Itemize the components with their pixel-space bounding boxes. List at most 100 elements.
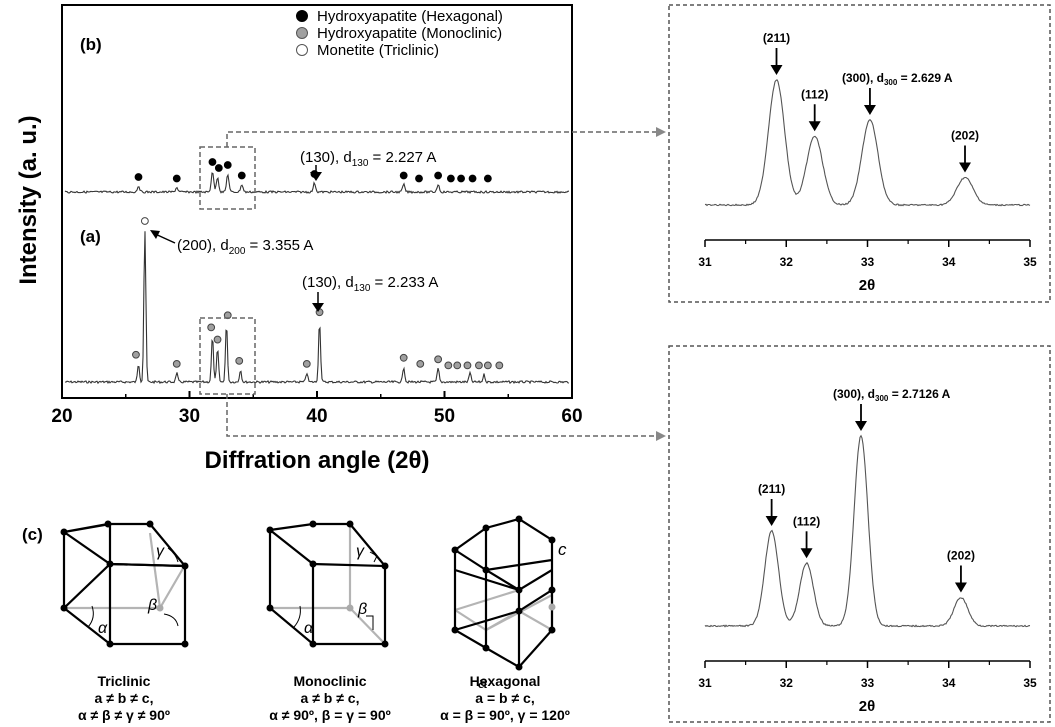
svg-text:α ≠ β ≠ γ ≠ 90º: α ≠ β ≠ γ ≠ 90º [78,707,170,723]
peak-marker [475,361,483,370]
peak-marker [223,161,232,169]
legend-entry: Hydroxyapatite (Monoclinic) [317,25,502,42]
series-a-line [64,231,570,385]
peak-marker [446,174,455,183]
peak-marker [495,361,504,370]
peak-marker [207,323,216,332]
zoom-b-x-axis: 31 32 33 34 35 [698,240,1037,269]
svg-text:β: β [357,601,367,618]
svg-text:γ: γ [356,543,365,560]
zoom-panel-b-frame [668,4,1051,303]
peak-marker [468,174,477,183]
svg-text:β: β [147,597,157,614]
annotation-a-200: (200), d200 = 3.355 A [150,230,313,257]
svg-text:a: a [478,673,487,692]
caption-monoclinic: Monoclinic a ≠ b ≠ c, α ≠ 90º, β = γ = 9… [269,673,390,723]
zoom-b-peak-labels: (211) (112) (300), d300 = 2.629 A (202) [763,31,979,173]
legend-marker [296,10,308,22]
peak-marker [172,359,181,368]
panel-label-b: (b) [80,35,102,54]
zoom-peak-label: (202) [947,549,975,563]
annotation-b-130: (130), d130 = 2.227 A [300,149,436,181]
zoom-a-peak-labels: (211) (112) (300), d300 = 2.7126 A (202) [758,387,975,593]
x-tick-label: 50 [434,406,455,427]
svg-text:α: α [98,620,108,637]
caption-hexagonal: Hexagonal a = b ≠ c, α = β = 90º, γ = 12… [440,673,570,723]
peak-marker [415,174,423,183]
zoom-x-tick-label: 33 [861,676,875,690]
x-tick-label: 60 [561,406,582,427]
legend: Hydroxyapatite (Hexagonal)Hydroxyapatite… [296,8,503,59]
x-tick-label: 20 [51,406,72,427]
zoom-peak-label: (202) [951,129,979,143]
zoom-x-tick-label: 31 [698,255,712,269]
zoom-peak-label: (211) [763,31,790,45]
svg-text:α = β = 90º, γ = 120º: α = β = 90º, γ = 120º [440,707,570,723]
zoom-x-tick-label: 32 [780,676,794,690]
peak-marker [134,173,143,181]
svg-text:(130), d130 = 2.233 A: (130), d130 = 2.233 A [302,274,438,294]
legend-marker [296,27,308,39]
zoom-peak-arrowhead [800,548,813,559]
zoom-peak-label: (112) [793,514,820,528]
zoom-panel-a: 31 32 33 34 35 2θ (211) (112) (300), d300 = 2.… [668,345,1051,723]
caption-triclinic: Triclinic a ≠ b ≠ c, α ≠ β ≠ γ ≠ 90º [78,673,170,723]
x-axis-label: Diffration angle (2θ) [205,447,430,474]
svg-text:Triclinic: Triclinic [98,673,151,689]
zoom-peak-arrowhead [959,162,971,173]
main-plot-frame [61,4,573,399]
zoom-x-tick-label: 32 [780,255,794,269]
panel-label-a: (a) [80,227,101,246]
peak-marker [214,164,223,172]
svg-text:c: c [558,540,567,559]
legend-entry: Hydroxyapatite (Hexagonal) [317,8,503,25]
zoom-a-line [704,434,1031,628]
peak-marker [463,361,472,370]
peak-marker [416,359,425,368]
peak-marker [172,174,181,183]
peak-marker [399,353,408,362]
hexagonal-cell-diagram: c a [451,515,567,692]
peak-marker [399,171,408,180]
zoom-peak-label: (300), d300 = 2.7126 A [833,387,951,403]
annotation-a-130: (130), d130 = 2.233 A [302,274,438,312]
svg-text:a ≠ b ≠ c,: a ≠ b ≠ c, [95,690,154,706]
connector-arrows [226,127,666,441]
series-a-markers [132,217,504,370]
peak-marker [132,350,140,359]
peak-marker [140,217,149,225]
legend-entry: Monetite (Triclinic) [317,42,439,59]
zoom-peak-label: (112) [801,87,828,101]
series-b-markers [134,158,492,183]
zoom-peak-arrowhead [770,65,783,75]
peak-marker [444,361,453,370]
panel-c: (c) α β γ [22,515,570,723]
peak-marker [434,355,443,364]
peak-marker [302,359,311,368]
legend-marker [296,44,308,56]
peak-marker [457,174,465,183]
peak-marker [208,158,217,166]
zoom-peak-arrowhead [954,582,967,593]
zoom-b-line [704,79,1031,207]
svg-text:Monoclinic: Monoclinic [293,673,366,689]
zoom-a-xlabel: 2θ [859,698,875,715]
monoclinic-cell-diagram: α β γ [266,520,389,648]
x-tick-label: 40 [306,406,327,427]
zoom-peak-arrowhead [855,421,867,431]
x-axis-ticks: 20 30 40 50 60 [51,391,583,427]
zoom-box-b [199,146,256,210]
triclinic-cell-diagram: α β γ [60,520,189,648]
zoom-peak-label: (211) [758,482,785,496]
svg-text:(200), d200 = 3.355 A: (200), d200 = 3.355 A [177,237,313,257]
peak-marker [235,356,244,365]
zoom-x-tick-label: 34 [942,676,956,690]
svg-text:γ: γ [156,543,165,560]
peak-marker [237,171,246,180]
zoom-b-xlabel: 2θ [859,277,875,294]
x-tick-label: 30 [179,406,200,427]
zoom-x-tick-label: 35 [1023,255,1037,269]
y-axis-label: Intensity (a. u.) [15,115,42,284]
peak-marker [483,361,492,370]
